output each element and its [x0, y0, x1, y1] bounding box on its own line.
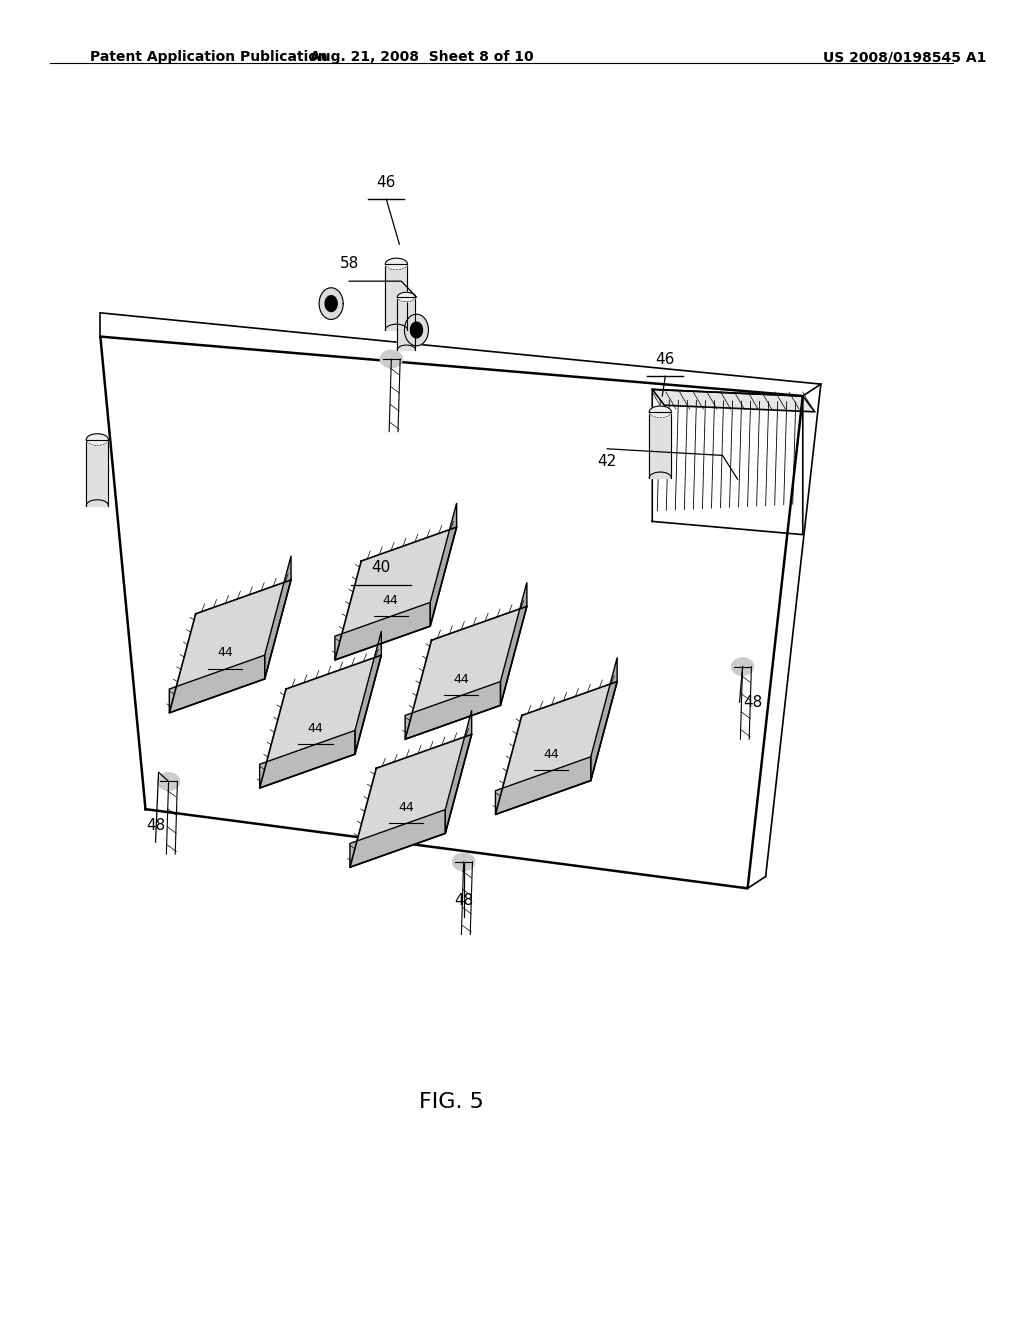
Polygon shape	[652, 389, 815, 412]
Polygon shape	[501, 582, 526, 705]
Ellipse shape	[86, 434, 109, 445]
Text: 44: 44	[307, 722, 324, 735]
Polygon shape	[397, 297, 416, 350]
Text: 48: 48	[145, 817, 165, 833]
Polygon shape	[350, 809, 445, 867]
Text: FIG. 5: FIG. 5	[419, 1092, 484, 1113]
Polygon shape	[496, 681, 617, 814]
Text: 44: 44	[453, 673, 469, 686]
Text: 40: 40	[372, 560, 391, 576]
Ellipse shape	[397, 292, 416, 302]
Ellipse shape	[158, 772, 179, 791]
Text: 48: 48	[454, 892, 473, 908]
Polygon shape	[335, 527, 457, 660]
Polygon shape	[326, 296, 337, 312]
Polygon shape	[406, 606, 526, 739]
Text: 44: 44	[383, 594, 398, 607]
Polygon shape	[169, 579, 291, 713]
Text: 44: 44	[398, 801, 414, 814]
Polygon shape	[496, 756, 591, 814]
Polygon shape	[86, 440, 109, 506]
Polygon shape	[260, 655, 381, 788]
Polygon shape	[335, 602, 430, 660]
Text: 48: 48	[743, 694, 762, 710]
Ellipse shape	[380, 350, 402, 368]
Text: US 2008/0198545 A1: US 2008/0198545 A1	[823, 50, 986, 65]
Polygon shape	[404, 314, 428, 346]
Polygon shape	[406, 681, 501, 739]
Text: 58: 58	[340, 256, 358, 272]
Polygon shape	[319, 288, 343, 319]
Text: 46: 46	[655, 351, 675, 367]
Ellipse shape	[731, 657, 754, 676]
Polygon shape	[264, 556, 291, 678]
Polygon shape	[591, 657, 617, 780]
Polygon shape	[355, 631, 381, 754]
Polygon shape	[169, 655, 264, 713]
Text: 44: 44	[544, 748, 559, 762]
Text: 42: 42	[597, 454, 616, 470]
Polygon shape	[649, 412, 672, 478]
Polygon shape	[260, 730, 355, 788]
Polygon shape	[430, 503, 457, 626]
Polygon shape	[445, 710, 472, 833]
Text: Aug. 21, 2008  Sheet 8 of 10: Aug. 21, 2008 Sheet 8 of 10	[309, 50, 534, 65]
Ellipse shape	[453, 853, 475, 871]
Polygon shape	[350, 734, 472, 867]
Text: Patent Application Publication: Patent Application Publication	[90, 50, 328, 65]
Ellipse shape	[385, 259, 408, 269]
Text: 46: 46	[377, 174, 396, 190]
Text: 44: 44	[217, 647, 233, 660]
Polygon shape	[385, 264, 408, 330]
Ellipse shape	[649, 407, 672, 417]
Polygon shape	[411, 322, 423, 338]
